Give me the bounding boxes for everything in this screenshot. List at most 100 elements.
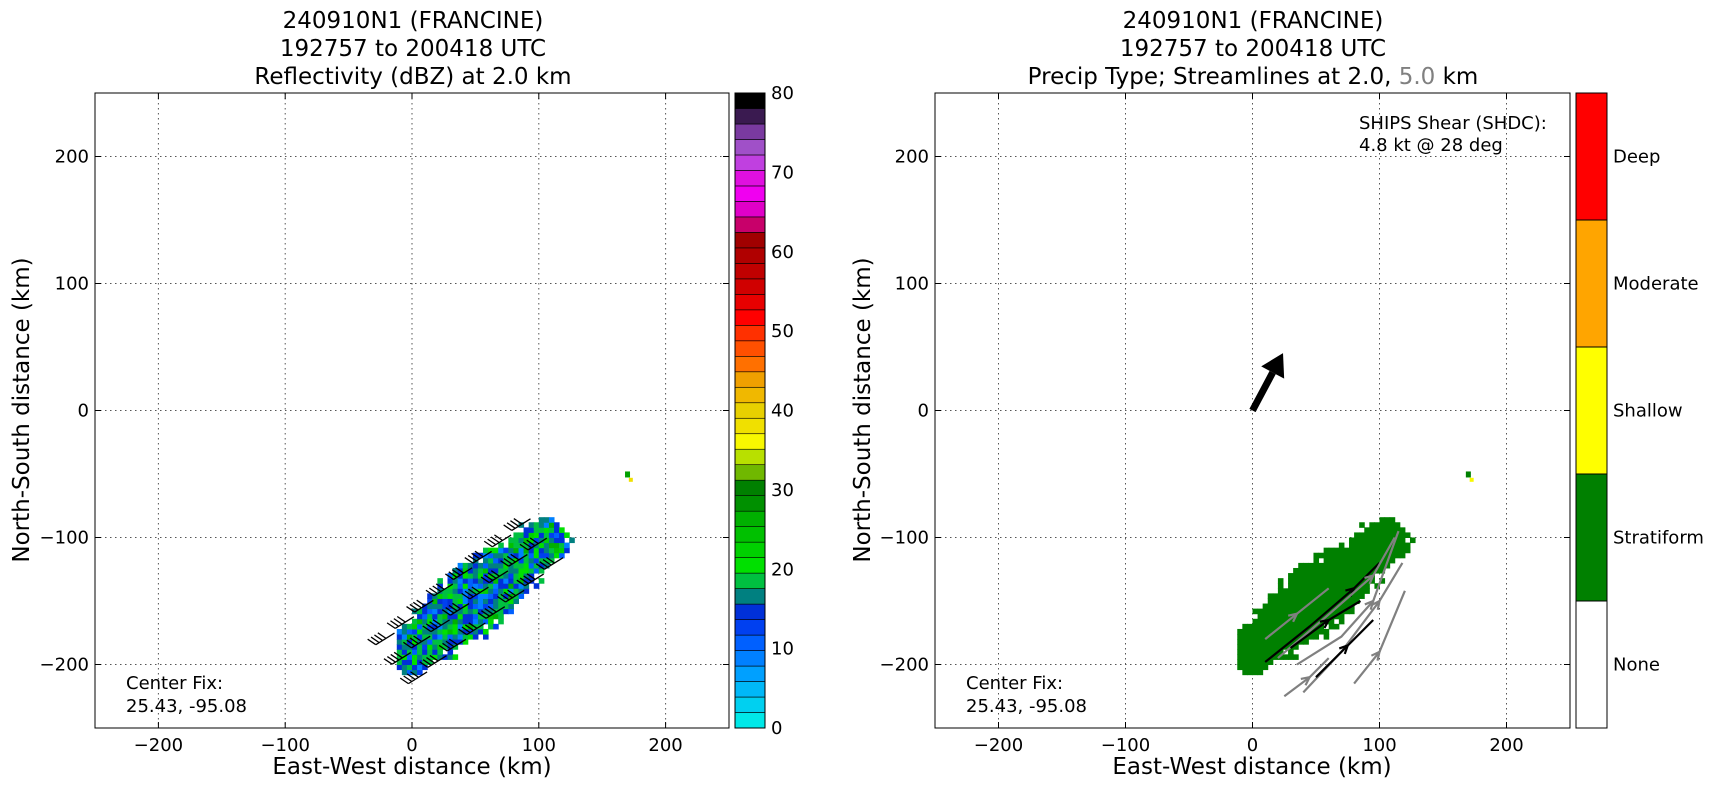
- reflectivity-cell: [447, 654, 454, 660]
- reflectivity-cell: [462, 618, 469, 625]
- reflectivity-cell: [508, 537, 514, 544]
- reflectivity-cell: [508, 578, 514, 584]
- stratiform-cell: [1247, 659, 1253, 665]
- reflectivity-cell: [523, 527, 530, 533]
- barb-feather: [513, 518, 523, 525]
- reflectivity-cell: [483, 603, 489, 610]
- stratiform-cell: [1303, 623, 1309, 630]
- stratiform-cell: [1328, 547, 1335, 554]
- barb-feather: [393, 651, 403, 659]
- reflectivity-cell: [523, 542, 530, 549]
- stratiform-cell: [1374, 542, 1380, 549]
- reflectivity-cell: [457, 613, 464, 620]
- stratiform-cell: [1313, 557, 1320, 564]
- stratiform-cell: [1409, 537, 1416, 544]
- stratiform-cell: [1394, 542, 1401, 549]
- reflectivity-cell: [559, 552, 565, 559]
- colorbar-swatch: [734, 278, 766, 295]
- reflectivity-cell: [513, 588, 520, 594]
- right-precip-type-echoes: [1237, 471, 1474, 676]
- reflectivity-cell: [457, 603, 464, 610]
- barb-feather: [500, 593, 510, 601]
- barb-feather: [529, 537, 539, 545]
- reflectivity-cell: [498, 598, 504, 605]
- barb-feather: [438, 644, 448, 652]
- stratiform-cell: [1303, 578, 1309, 584]
- reflectivity-cell: [452, 567, 459, 574]
- reflectivity-cell: [493, 593, 499, 599]
- barb-feather: [429, 654, 439, 662]
- stratiform-cell: [1272, 603, 1279, 610]
- stratiform-cell: [1303, 562, 1309, 569]
- left-ytick-label: −100: [40, 528, 89, 549]
- stratiform-cell: [1242, 669, 1248, 676]
- reflectivity-cell: [437, 608, 443, 615]
- barb-feather: [506, 555, 516, 563]
- reflectivity-cell: [457, 634, 464, 640]
- stratiform-cell: [1267, 613, 1274, 620]
- barb-feather: [490, 536, 500, 544]
- colorbar-swatch: [734, 650, 766, 667]
- stratiform-cell: [1338, 598, 1345, 605]
- reflectivity-cell: [538, 567, 545, 574]
- stratiform-cell: [1293, 593, 1299, 599]
- reflectivity-cell: [503, 567, 509, 574]
- colorbar-tick-label: 50: [771, 321, 794, 342]
- stratiform-cell: [1374, 532, 1380, 538]
- reflectivity-cell: [462, 567, 469, 574]
- reflectivity-cell: [437, 628, 443, 635]
- reflectivity-cell: [452, 654, 459, 660]
- reflectivity-cell: [422, 649, 428, 655]
- stratiform-cell: [1389, 527, 1396, 533]
- stratiform-cell: [1267, 598, 1274, 605]
- barb-feather: [467, 554, 477, 562]
- reflectivity-cell: [554, 537, 560, 544]
- streamline-arrowhead: [1300, 675, 1312, 686]
- stratiform-cell: [1277, 583, 1284, 589]
- barb-feather: [409, 637, 419, 645]
- reflectivity-cell: [422, 628, 428, 635]
- category-label: None: [1613, 655, 1660, 676]
- colorbar-swatch: [734, 479, 766, 496]
- stratiform-cell: [1338, 567, 1345, 574]
- barb-feather: [422, 659, 432, 666]
- right-xtick-label: 100: [1362, 735, 1396, 756]
- barb-feather: [419, 661, 429, 668]
- reflectivity-cell: [447, 649, 454, 655]
- stratiform-cell: [1308, 608, 1314, 615]
- reflectivity-cell: [523, 567, 530, 574]
- stratiform-cell: [1308, 578, 1314, 584]
- reflectivity-cell: [528, 547, 535, 554]
- reflectivity-cell: [462, 623, 469, 630]
- stratiform-cell: [1333, 552, 1340, 559]
- streamline-arrowhead: [1371, 598, 1382, 611]
- reflectivity-cell: [452, 603, 459, 610]
- reflectivity-cell: [538, 547, 545, 554]
- reflectivity-cell: [554, 552, 560, 559]
- stratiform-cell: [1333, 547, 1340, 554]
- stratiform-cell: [1333, 573, 1340, 579]
- barb-feather: [516, 579, 526, 587]
- wind-barb: [403, 635, 431, 649]
- stratiform-cell: [1343, 547, 1350, 554]
- stratiform-cell: [1333, 593, 1340, 599]
- reflectivity-cell: [503, 588, 509, 594]
- reflectivity-cell: [508, 598, 514, 605]
- category-label: Deep: [1613, 147, 1660, 168]
- stratiform-cell: [1384, 552, 1391, 559]
- stratiform-cell: [1288, 623, 1294, 630]
- stratiform-cell: [1364, 583, 1370, 589]
- colorbar-swatch: [734, 417, 766, 435]
- reflectivity-cell: [462, 628, 469, 635]
- reflectivity-cell: [503, 603, 509, 610]
- reflectivity-cell: [554, 527, 560, 533]
- reflectivity-cell: [559, 532, 565, 538]
- stratiform-cell: [1237, 649, 1243, 655]
- reflectivity-cell: [513, 537, 520, 544]
- stratiform-cell: [1298, 598, 1304, 605]
- stratiform-cell: [1338, 588, 1345, 594]
- reflectivity-cell: [452, 628, 459, 635]
- barb-feather: [432, 619, 442, 626]
- stratiform-cell: [1313, 588, 1320, 594]
- reflectivity-cell: [462, 598, 469, 605]
